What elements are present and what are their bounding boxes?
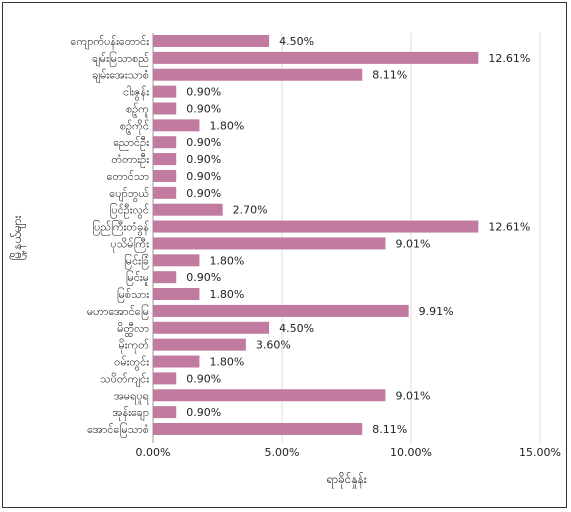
value-labels: 4.50% 12.61% 8.11% 0.90% 0.90% 1.80% 0.90% 0.90… bbox=[186, 35, 530, 436]
x-tick-label: 10.00% bbox=[390, 446, 432, 459]
bar-chart: ကျောက်ပန်းတောင်းချမ်းမြသာစည်ချမ်းအေးသာစံ… bbox=[8, 33, 561, 489]
x-axis-title: ရာခိုင်နှုန်း bbox=[326, 471, 367, 489]
value-label: 0.90% bbox=[186, 136, 221, 149]
category-label: မြင်းခြံ bbox=[124, 253, 149, 269]
bar bbox=[153, 338, 246, 351]
category-labels: ကျောက်ပန်းတောင်းချမ်းမြသာစည်ချမ်းအေးသာစံ… bbox=[70, 35, 149, 438]
bar bbox=[153, 423, 363, 435]
bar bbox=[153, 389, 386, 402]
chart-frame: ကျောက်ပန်းတောင်း ချမ်းမြသာစည်ချမ်းအေးသာစံ… bbox=[2, 2, 567, 508]
value-label: 8.11% bbox=[372, 69, 407, 82]
bar bbox=[153, 220, 479, 233]
bar bbox=[153, 372, 177, 385]
bar bbox=[153, 271, 177, 284]
x-tick-label: 15.00% bbox=[519, 446, 561, 459]
value-label: 1.80% bbox=[209, 254, 244, 267]
value-label: 4.50% bbox=[279, 35, 314, 48]
value-label: 9.91% bbox=[419, 305, 454, 318]
value-label: 0.90% bbox=[186, 372, 221, 385]
value-label: 0.90% bbox=[186, 271, 221, 284]
category-label: ပြင်ဦးလွင် bbox=[109, 203, 149, 219]
category-label: အုန်းချော bbox=[112, 406, 149, 421]
y-axis-title: မြို့နယ်များ bbox=[8, 215, 27, 260]
category-label: ချမ်းအေးသာစံ bbox=[92, 69, 149, 84]
category-label: စဉ့်ကူ bbox=[126, 102, 149, 117]
bar bbox=[153, 169, 177, 182]
bars bbox=[153, 35, 479, 435]
category-label: အမရပူရ bbox=[114, 389, 150, 404]
category-label: မိတ္ထီလာ bbox=[117, 322, 149, 337]
category-label: မြင်းမူ bbox=[126, 270, 149, 286]
value-label: 3.60% bbox=[256, 339, 291, 352]
bar bbox=[153, 35, 270, 47]
category-label: ပုသိမ်ကြီး bbox=[110, 236, 149, 252]
category-label: အောင်မြေသာစံ bbox=[87, 422, 149, 438]
category-label: စဉ့်ကိုင် bbox=[120, 119, 149, 134]
bar bbox=[153, 85, 177, 98]
value-label: 0.90% bbox=[186, 86, 221, 99]
value-label: 2.70% bbox=[233, 204, 268, 217]
value-label: 1.80% bbox=[209, 119, 244, 132]
category-label: ကျောက်ပန်းတောင်း bbox=[70, 35, 149, 50]
value-label: 8.11% bbox=[372, 423, 407, 436]
bar bbox=[153, 203, 223, 216]
category-label: မြစ်သား bbox=[117, 287, 149, 303]
category-label: ချမ်းမြသာစည် bbox=[92, 51, 149, 67]
x-tick-label: 0.00% bbox=[136, 446, 171, 459]
bar bbox=[153, 254, 200, 267]
value-label: 0.90% bbox=[186, 406, 221, 419]
value-label: 12.61% bbox=[488, 221, 530, 234]
bar bbox=[153, 355, 200, 368]
value-label: 1.80% bbox=[209, 356, 244, 369]
bar bbox=[153, 237, 386, 250]
value-label: 4.50% bbox=[279, 322, 314, 335]
value-label: 12.61% bbox=[488, 52, 530, 65]
category-label: ငါးဇွန်း bbox=[123, 86, 149, 101]
bar bbox=[153, 136, 177, 149]
value-label: 9.01% bbox=[395, 237, 430, 250]
category-label: ဝမ်းတွင်း bbox=[114, 356, 149, 371]
category-label: ပျော်ဘွယ် bbox=[109, 187, 149, 202]
bar bbox=[153, 321, 270, 334]
value-label: 0.90% bbox=[186, 153, 221, 166]
value-label: 0.90% bbox=[186, 102, 221, 115]
bar bbox=[153, 406, 177, 419]
value-label: 0.90% bbox=[186, 187, 221, 200]
category-label: သပိတ်ကျင်း bbox=[100, 372, 149, 387]
bar bbox=[153, 68, 363, 81]
category-label: မဟာအောင်မြေ bbox=[87, 304, 149, 320]
category-label: တံတားဦး bbox=[111, 153, 149, 168]
category-label: ပြည်ကြီးတံခွန် bbox=[92, 220, 149, 236]
category-label: တောင်သာ bbox=[107, 170, 149, 183]
category-label: ညောင်ဦး bbox=[113, 136, 149, 151]
bar bbox=[153, 119, 200, 132]
bar bbox=[153, 186, 177, 199]
x-tick-label: 5.00% bbox=[265, 446, 300, 459]
value-label: 0.90% bbox=[186, 170, 221, 183]
x-tick-labels: 0.00% 5.00% 10.00% 15.00% bbox=[136, 446, 561, 459]
bar bbox=[153, 102, 177, 115]
value-label: 1.80% bbox=[209, 288, 244, 301]
value-label: 9.01% bbox=[395, 389, 430, 402]
bar bbox=[153, 304, 409, 317]
bar bbox=[153, 288, 200, 301]
category-label: မိုးကုတ် bbox=[118, 339, 149, 354]
bar bbox=[153, 51, 479, 64]
bar bbox=[153, 153, 177, 166]
